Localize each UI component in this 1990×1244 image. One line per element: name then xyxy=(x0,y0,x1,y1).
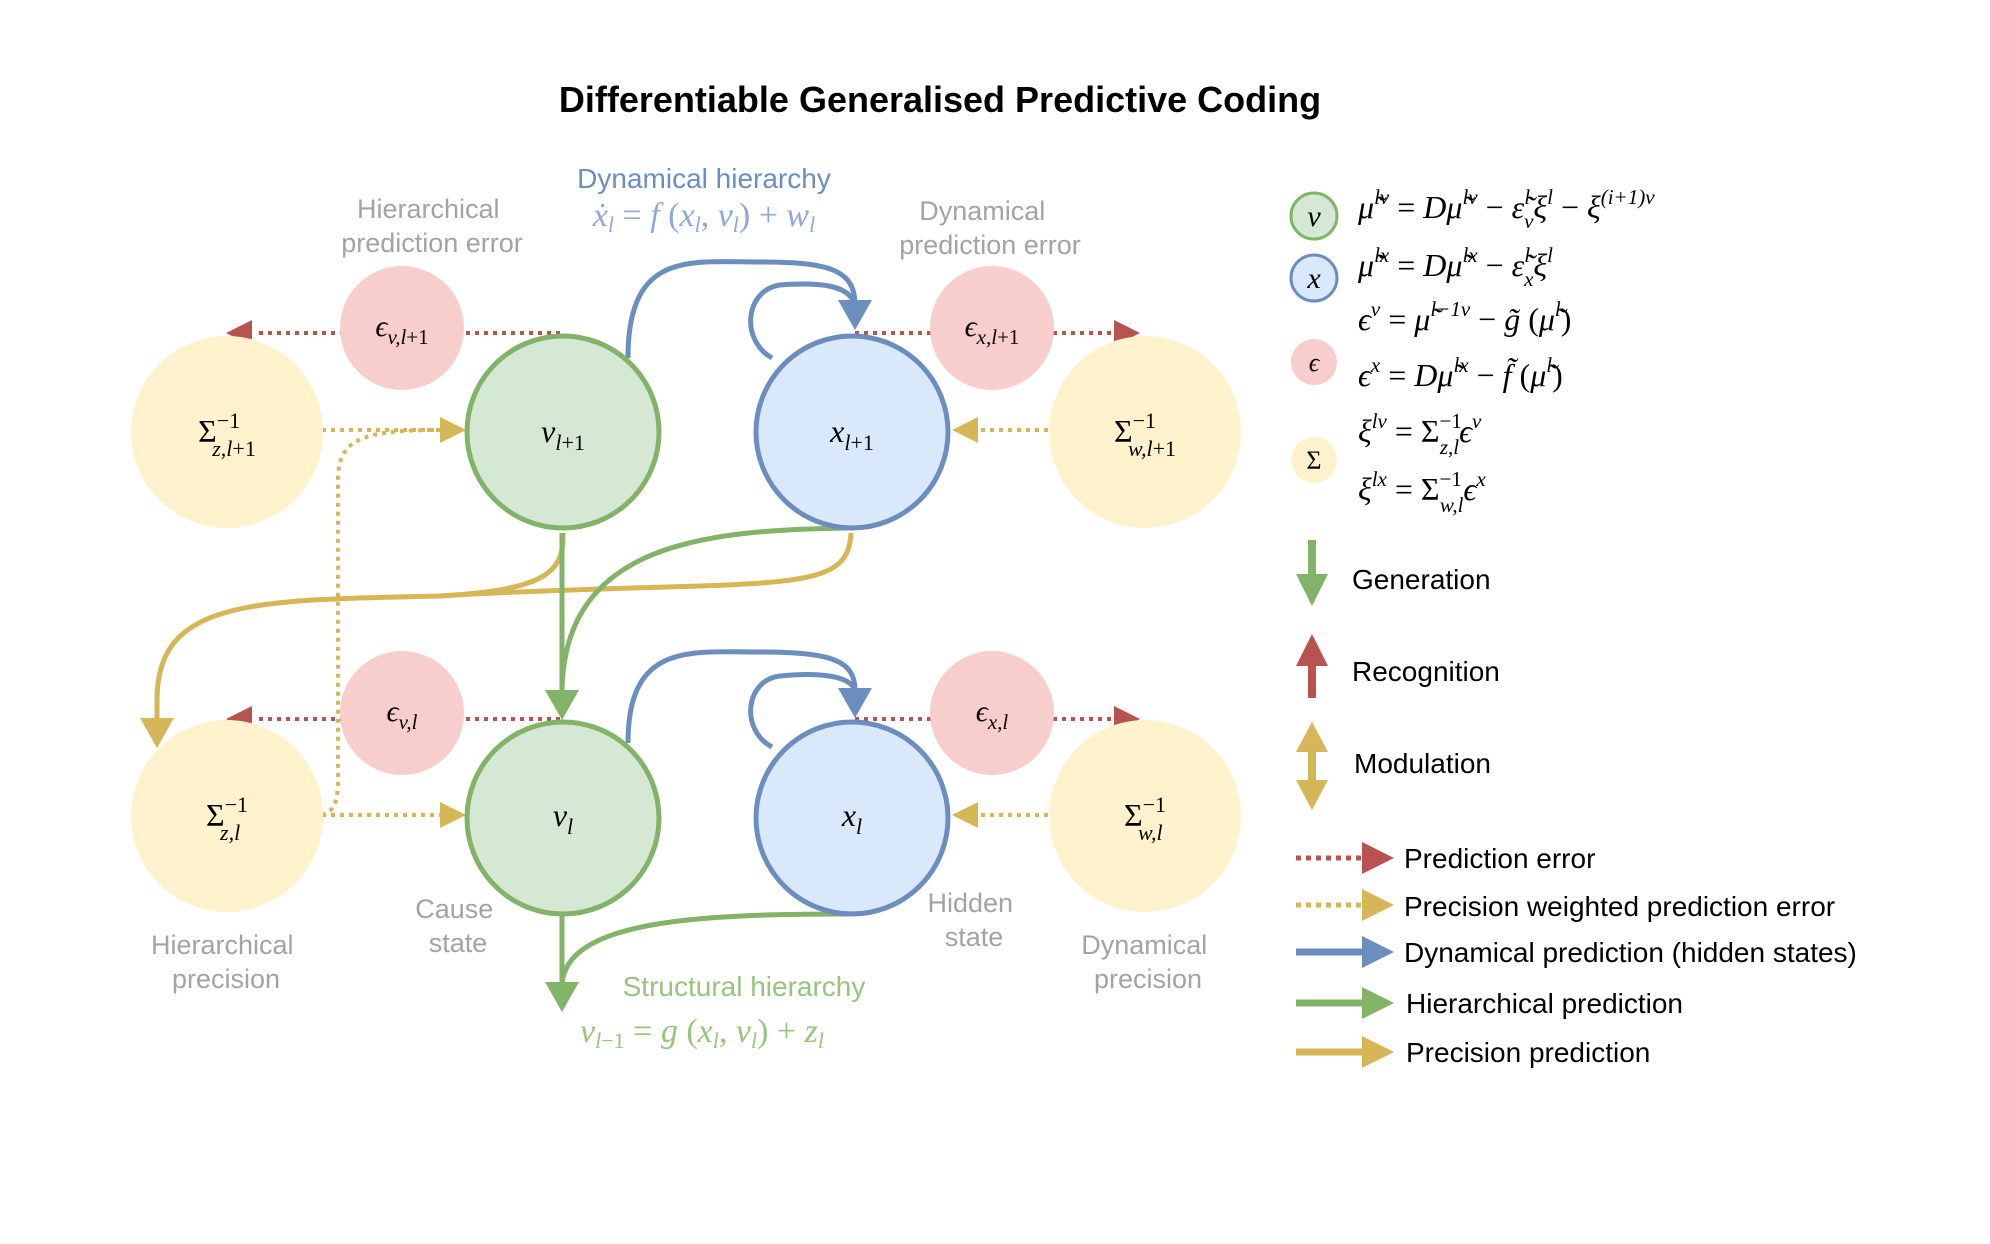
legend-precision-pred-arrowhead xyxy=(1362,1036,1394,1068)
node-sigma-w-l-plus-1-label: Σ−1 w,l+1 xyxy=(1114,408,1176,461)
hier-precision-label: Hierarchical precision xyxy=(151,930,301,994)
legend-sigma-symbol xyxy=(1291,437,1337,483)
legend-eps-symbol-text: ϵ xyxy=(1309,348,1321,377)
precision-prediction-line xyxy=(154,532,566,722)
hier-pred-x-to-out xyxy=(559,911,850,986)
node-eps-x-l-plus-1[interactable] xyxy=(930,266,1054,390)
legend-dyn-pred-label: Dynamical prediction (hidden states) xyxy=(1404,937,1857,968)
legend-eq-xi-v: ξlv = Σ−1 z,lϵv xyxy=(1358,409,1482,459)
pwpe-arrowhead xyxy=(952,417,978,443)
dyn-pred-v-to-x-bottom xyxy=(625,649,858,744)
node-sigma-w-l-plus-1[interactable] xyxy=(1049,336,1241,528)
legend-modulation-label: Modulation xyxy=(1354,748,1491,779)
legend-prediction-error-arrowhead xyxy=(1362,842,1394,874)
node-eps-x-l-plus-1-label: ϵx,l+1 xyxy=(965,310,1020,349)
legend-sigma-symbol-text: Σ xyxy=(1306,446,1321,475)
legend-prediction-error-label: Prediction error xyxy=(1404,843,1595,874)
node-eps-x-l[interactable] xyxy=(930,651,1054,775)
legend-recognition-arrowhead xyxy=(1296,634,1328,666)
node-eps-v-l-label: ϵv,l xyxy=(387,695,418,734)
legend-x-symbol-text: x xyxy=(1306,262,1321,295)
legend-hier-pred-label: Hierarchical prediction xyxy=(1406,988,1683,1019)
pwpe-arrowhead xyxy=(440,417,466,443)
diagram-title: Differentiable Generalised Predictive Co… xyxy=(559,79,1321,120)
node-sigma-w-l[interactable] xyxy=(1049,720,1241,912)
legend-x-symbol xyxy=(1289,253,1339,303)
dyn-precision-label: Dynamical precision xyxy=(1081,930,1215,994)
node-x-l-plus-1[interactable] xyxy=(753,333,951,531)
legend-pwpe-arrowhead xyxy=(1362,889,1394,921)
legend-eq-eps-x: ϵx = Dμ̃lx − f̃ (μ̃l) xyxy=(1358,353,1563,393)
dynamical-hierarchy-equation: ẋl = f (xl, vl) + wl xyxy=(592,197,815,237)
legend-precision-pred-label: Precision prediction xyxy=(1406,1037,1650,1068)
legend-eq-xi-x: ξlx = Σ−1 w,lϵx xyxy=(1358,467,1486,517)
legend-eps-symbol xyxy=(1291,339,1337,385)
node-eps-v-l[interactable] xyxy=(340,651,464,775)
dynamical-hierarchy-label: Dynamical hierarchy xyxy=(577,163,831,194)
node-x-l-label: xl xyxy=(841,797,862,839)
dyn-pred-self-loop-bottom xyxy=(748,672,858,750)
node-v-l[interactable] xyxy=(464,719,662,917)
legend-pwpe-label: Precision weighted prediction error xyxy=(1404,891,1835,922)
precision-prediction-line-x xyxy=(439,532,854,599)
node-v-l-plus-1-label: vl+1 xyxy=(541,413,585,455)
node-v-l-plus-1[interactable] xyxy=(464,333,662,531)
node-x-l[interactable] xyxy=(753,719,951,917)
pwpe-arrowhead xyxy=(952,802,978,828)
hier-pred-error-label: Hierarchical prediction error xyxy=(341,194,523,258)
node-sigma-z-l-plus-1-label: Σ−1 z,l+1 xyxy=(198,408,256,461)
node-x-l-plus-1-label: xl+1 xyxy=(829,413,874,455)
legend-recognition-label: Recognition xyxy=(1352,656,1500,687)
node-sigma-z-l[interactable] xyxy=(131,720,323,912)
legend-generation-label: Generation xyxy=(1352,564,1491,595)
dyn-pred-self-loop-top xyxy=(748,281,858,361)
dyn-pred-arrowhead-top xyxy=(838,300,872,330)
legend-dyn-pred-arrowhead xyxy=(1362,936,1394,968)
hier-pred-arrowhead-bottom xyxy=(545,982,579,1012)
pwpe-arrowhead xyxy=(440,802,466,828)
pwpe-cross-link xyxy=(321,428,441,817)
cause-state-label: Cause state xyxy=(415,894,501,958)
dyn-pred-arrowhead-bottom xyxy=(838,688,872,718)
node-eps-v-l-plus-1-label: ϵv,l+1 xyxy=(375,310,428,349)
legend-modulation-arrowhead-up xyxy=(1296,722,1328,752)
legend-generation-arrowhead xyxy=(1296,574,1328,606)
hier-pred-x-to-v xyxy=(559,525,850,691)
node-eps-x-l-label: ϵx,l xyxy=(976,695,1009,734)
legend-hier-pred-arrowhead xyxy=(1362,987,1394,1019)
structural-hierarchy-equation: vl−1 = g (xl, vl) + zl xyxy=(580,1013,824,1053)
legend-eq-mu-v: μ̃̇lv = Dμ̃lv − ε̃l vξl − ξ(i+1)v xyxy=(1357,185,1655,233)
legend-v-symbol xyxy=(1289,191,1339,241)
legend-eq-mu-x: μ̃̇lx = Dμ̃lx − ε̃l xξl xyxy=(1357,243,1553,291)
node-sigma-z-l-plus-1[interactable] xyxy=(131,336,323,528)
legend-eq-eps-v: ϵv = μ̃l−1v − g̃ (μ̃l) xyxy=(1358,297,1571,337)
node-v-l-label: vl xyxy=(553,797,573,839)
dyn-pred-error-label: Dynamical prediction error xyxy=(899,196,1081,260)
hier-pred-arrowhead-top xyxy=(545,690,579,720)
legend-v-symbol-text: v xyxy=(1307,200,1321,233)
dyn-pred-v-to-x-top xyxy=(625,259,858,359)
legend-modulation-arrowhead-down xyxy=(1296,780,1328,810)
hidden-state-label: Hidden state xyxy=(927,888,1020,952)
precision-prediction-arrowhead xyxy=(140,718,174,748)
structural-hierarchy-label: Structural hierarchy xyxy=(623,971,866,1002)
node-eps-v-l-plus-1[interactable] xyxy=(340,266,464,390)
node-sigma-z-l-label: Σ−1 z,l xyxy=(206,792,248,845)
node-sigma-w-l-label: Σ−1 w,l xyxy=(1124,792,1166,845)
